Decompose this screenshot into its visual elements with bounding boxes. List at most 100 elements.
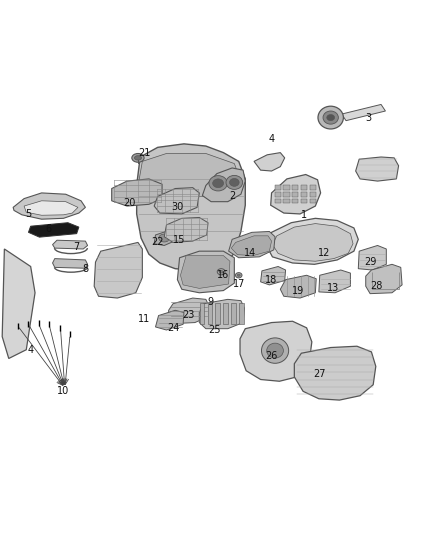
Polygon shape: [169, 298, 209, 324]
Bar: [275, 199, 281, 204]
Bar: [292, 192, 298, 197]
Polygon shape: [53, 259, 88, 268]
Ellipse shape: [226, 175, 243, 189]
Bar: [283, 199, 290, 204]
Text: 8: 8: [82, 264, 88, 273]
Ellipse shape: [213, 179, 223, 188]
Text: 13: 13: [327, 284, 339, 293]
Polygon shape: [154, 188, 199, 214]
Polygon shape: [139, 154, 240, 197]
Bar: [310, 192, 316, 197]
Polygon shape: [261, 266, 286, 285]
Text: 25: 25: [208, 325, 221, 335]
Polygon shape: [164, 217, 208, 243]
Ellipse shape: [237, 274, 240, 276]
Ellipse shape: [230, 179, 239, 187]
Bar: [301, 185, 307, 190]
Polygon shape: [240, 321, 312, 381]
Text: 20: 20: [123, 198, 135, 208]
Polygon shape: [180, 255, 230, 288]
Ellipse shape: [318, 106, 343, 129]
Ellipse shape: [236, 273, 242, 278]
Polygon shape: [229, 231, 275, 258]
Text: 5: 5: [25, 209, 32, 219]
Polygon shape: [319, 270, 350, 293]
Polygon shape: [342, 104, 385, 120]
Ellipse shape: [209, 175, 227, 191]
Text: 29: 29: [364, 257, 376, 267]
Ellipse shape: [327, 115, 335, 120]
Text: 1: 1: [301, 210, 307, 220]
Text: 24: 24: [167, 323, 179, 333]
Bar: [200, 303, 204, 324]
Bar: [292, 199, 298, 204]
Ellipse shape: [323, 111, 338, 124]
Text: 4: 4: [268, 134, 275, 144]
Text: 19: 19: [292, 286, 304, 296]
Text: 30: 30: [171, 203, 184, 212]
Polygon shape: [155, 310, 184, 330]
Polygon shape: [271, 174, 321, 214]
Bar: [310, 185, 316, 190]
Text: 27: 27: [314, 369, 326, 379]
Polygon shape: [280, 275, 316, 298]
Text: 28: 28: [371, 281, 383, 291]
Polygon shape: [254, 152, 285, 171]
Bar: [292, 185, 298, 190]
Ellipse shape: [134, 156, 141, 160]
Text: 4: 4: [28, 345, 34, 355]
Bar: [283, 185, 290, 190]
Text: 22: 22: [152, 237, 164, 247]
Text: 14: 14: [244, 248, 256, 259]
Polygon shape: [24, 201, 78, 215]
Polygon shape: [112, 179, 162, 206]
Polygon shape: [366, 264, 402, 294]
Text: 23: 23: [182, 310, 194, 320]
Polygon shape: [199, 300, 244, 329]
Polygon shape: [272, 223, 353, 261]
Text: 12: 12: [318, 248, 330, 259]
Text: 15: 15: [173, 235, 186, 245]
Polygon shape: [231, 236, 272, 255]
Polygon shape: [177, 251, 234, 293]
Polygon shape: [266, 219, 358, 264]
Text: 16: 16: [217, 270, 230, 280]
Text: 6: 6: [45, 224, 51, 235]
Ellipse shape: [217, 269, 225, 275]
Polygon shape: [154, 231, 175, 246]
Text: 17: 17: [233, 279, 245, 289]
Polygon shape: [202, 168, 245, 201]
Polygon shape: [137, 144, 245, 270]
Text: 21: 21: [138, 148, 151, 158]
Bar: [215, 303, 220, 324]
Bar: [231, 303, 236, 324]
Text: 10: 10: [57, 386, 70, 397]
Ellipse shape: [132, 154, 144, 162]
Text: 11: 11: [138, 314, 151, 324]
Polygon shape: [294, 346, 376, 400]
Polygon shape: [53, 240, 88, 249]
Bar: [275, 192, 281, 197]
Text: 26: 26: [265, 351, 278, 361]
Text: 7: 7: [74, 242, 80, 252]
Bar: [283, 192, 290, 197]
Polygon shape: [94, 243, 142, 298]
Polygon shape: [13, 193, 85, 219]
Bar: [301, 192, 307, 197]
Polygon shape: [358, 246, 386, 270]
Text: 9: 9: [207, 296, 213, 306]
Bar: [239, 303, 244, 324]
Ellipse shape: [219, 270, 223, 273]
Bar: [275, 185, 281, 190]
Ellipse shape: [267, 343, 283, 358]
Polygon shape: [28, 223, 79, 237]
Text: 2: 2: [229, 191, 235, 201]
Ellipse shape: [261, 338, 289, 364]
Bar: [208, 303, 212, 324]
Polygon shape: [2, 249, 35, 359]
Text: 3: 3: [365, 112, 371, 123]
Polygon shape: [356, 157, 399, 181]
Ellipse shape: [159, 234, 170, 242]
Text: 18: 18: [265, 274, 278, 285]
Bar: [223, 303, 228, 324]
